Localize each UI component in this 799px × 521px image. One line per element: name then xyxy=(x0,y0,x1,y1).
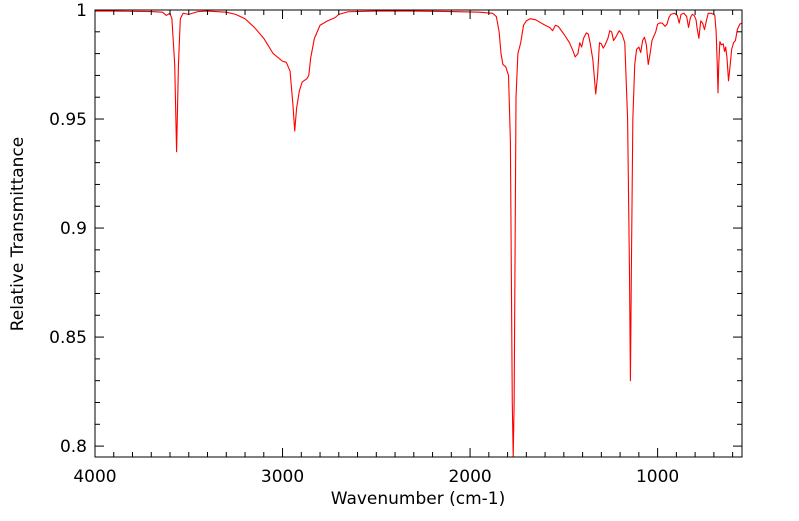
x-tick-label: 1000 xyxy=(636,467,679,487)
x-tick-label: 2000 xyxy=(448,467,491,487)
y-tick-label: 0.85 xyxy=(49,328,87,348)
y-tick-label: 0.8 xyxy=(60,437,87,457)
x-tick-label: 4000 xyxy=(73,467,116,487)
plot-frame xyxy=(94,9,743,458)
y-tick-label: 1 xyxy=(76,1,87,21)
x-tick-label: 3000 xyxy=(261,467,304,487)
y-tick-label: 0.9 xyxy=(60,219,87,239)
y-tick-label: 0.95 xyxy=(49,110,87,130)
axis-ticks xyxy=(94,9,742,457)
tick-labels: 4000 3000 2000 1000 0.8 0.85 0.9 0.95 1 xyxy=(49,1,679,487)
y-axis-label: Relative Transmittance xyxy=(8,137,28,332)
plot-area xyxy=(94,9,743,458)
series-line-0 xyxy=(95,10,742,457)
x-axis-label: Wavenumber (cm-1) xyxy=(331,489,506,509)
